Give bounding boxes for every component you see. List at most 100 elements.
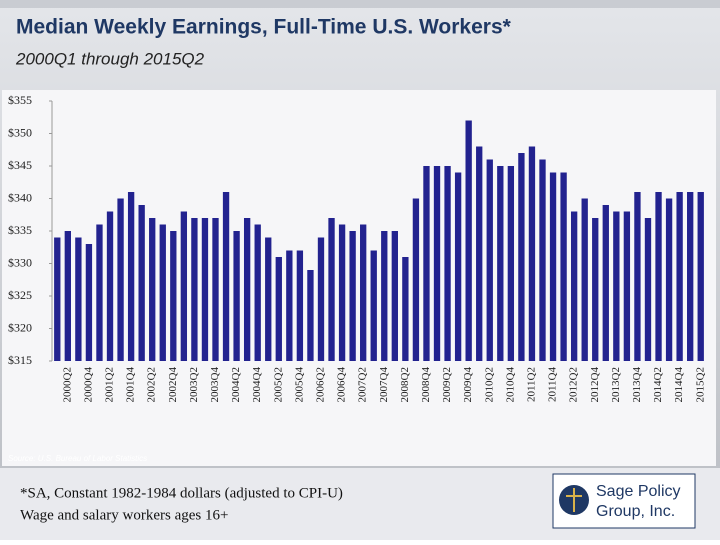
x-tick-label: 2008Q2: [399, 367, 411, 402]
x-tick-label: 2010Q4: [504, 367, 516, 403]
x-tick-label: 2013Q4: [631, 367, 643, 403]
bar: [476, 146, 483, 361]
x-tick-label: 2009Q4: [462, 367, 474, 403]
bar: [581, 198, 588, 361]
bar: [528, 146, 536, 361]
bar: [412, 198, 420, 361]
bar: [64, 231, 71, 361]
bar: [644, 218, 652, 361]
x-tick-label: 2015Q2: [694, 367, 706, 402]
y-tick-label: $345: [8, 158, 32, 172]
footnote: Wage and salary workers ages 16+: [20, 507, 228, 523]
x-tick-label: 2009Q2: [441, 367, 453, 402]
x-tick-label: 2011Q4: [547, 367, 559, 403]
y-tick-label: $320: [8, 320, 32, 334]
x-tick-label: 2004Q4: [251, 367, 263, 403]
bar: [402, 257, 409, 361]
bar: [138, 205, 145, 361]
x-tick-label: 2000Q4: [82, 367, 94, 403]
x-tick-label: 2001Q4: [125, 367, 137, 403]
bar: [454, 172, 462, 361]
bar: [317, 237, 325, 361]
chart-subtitle: 2000Q1 through 2015Q2: [15, 49, 205, 68]
bar: [549, 172, 557, 361]
x-tick-label: 2005Q2: [272, 367, 284, 402]
x-tick-label: 2011Q2: [525, 367, 537, 402]
x-tick-label: 2007Q4: [378, 367, 390, 403]
x-tick-label: 2014Q2: [652, 367, 664, 402]
bar: [465, 120, 472, 361]
x-tick-label: 2013Q2: [610, 367, 622, 402]
chart-title: Median Weekly Earnings, Full-Time U.S. W…: [16, 16, 512, 39]
bar: [296, 250, 304, 361]
y-tick-label: $335: [8, 223, 32, 237]
x-tick-label: 2006Q4: [336, 367, 348, 403]
y-tick-label: $315: [8, 353, 32, 367]
bar: [486, 159, 493, 361]
x-tick-label: 2000Q2: [61, 367, 73, 402]
y-tick-label: $355: [8, 93, 32, 107]
x-tick-label: 2012Q4: [589, 367, 601, 403]
bar: [201, 218, 209, 361]
x-tick-label: 2008Q4: [420, 367, 432, 403]
bar: [634, 192, 641, 361]
x-tick-label: 2002Q2: [146, 367, 158, 402]
bar: [687, 192, 694, 361]
bar: [191, 218, 198, 361]
bar: [212, 218, 219, 361]
bar: [497, 166, 504, 361]
bar: [243, 218, 251, 361]
bar: [159, 224, 166, 361]
y-tick-label: $340: [8, 190, 32, 204]
bar: [433, 166, 441, 361]
bar: [180, 211, 188, 361]
bar: [518, 153, 525, 361]
x-tick-label: 2012Q2: [568, 367, 580, 402]
bar: [275, 257, 282, 361]
bar: [423, 166, 430, 361]
logo-icon: [559, 485, 589, 515]
bar: [697, 192, 704, 361]
bar: [222, 192, 230, 361]
x-tick-label: 2001Q2: [104, 367, 116, 402]
y-tick-label: $330: [8, 255, 32, 269]
bar: [117, 198, 124, 361]
bar: [233, 231, 240, 361]
bar: [665, 198, 673, 361]
bar: [85, 244, 93, 361]
bar: [676, 192, 683, 361]
bar: [307, 270, 314, 361]
x-tick-label: 2007Q2: [357, 367, 369, 402]
bar: [444, 166, 451, 361]
bar: [570, 211, 578, 361]
bar: [328, 218, 335, 361]
bar: [560, 172, 567, 361]
bar: [106, 211, 114, 361]
source: Source: U.S. Bureau of Labor Statistics: [8, 454, 147, 463]
bar: [370, 250, 377, 361]
bar: [96, 224, 103, 361]
bar: [507, 166, 515, 361]
x-tick-label: 2004Q2: [230, 367, 242, 402]
x-tick-label: 2005Q4: [293, 367, 305, 403]
bar: [54, 237, 61, 361]
bar: [265, 237, 272, 361]
bar: [338, 224, 346, 361]
bar: [613, 211, 620, 361]
x-tick-label: 2003Q4: [209, 367, 221, 403]
x-tick-label: 2003Q2: [188, 367, 200, 402]
bar: [127, 192, 135, 361]
y-tick-label: $325: [8, 288, 32, 302]
bar: [349, 231, 356, 361]
x-tick-label: 2002Q4: [167, 367, 179, 403]
bar: [381, 231, 388, 361]
bar: [254, 224, 261, 361]
bar: [170, 231, 177, 361]
bar: [592, 218, 599, 361]
x-tick-label: 2006Q2: [315, 367, 327, 402]
x-tick-label: 2010Q2: [483, 367, 495, 402]
bar: [602, 205, 609, 361]
bar: [623, 211, 631, 361]
bar: [655, 192, 662, 361]
